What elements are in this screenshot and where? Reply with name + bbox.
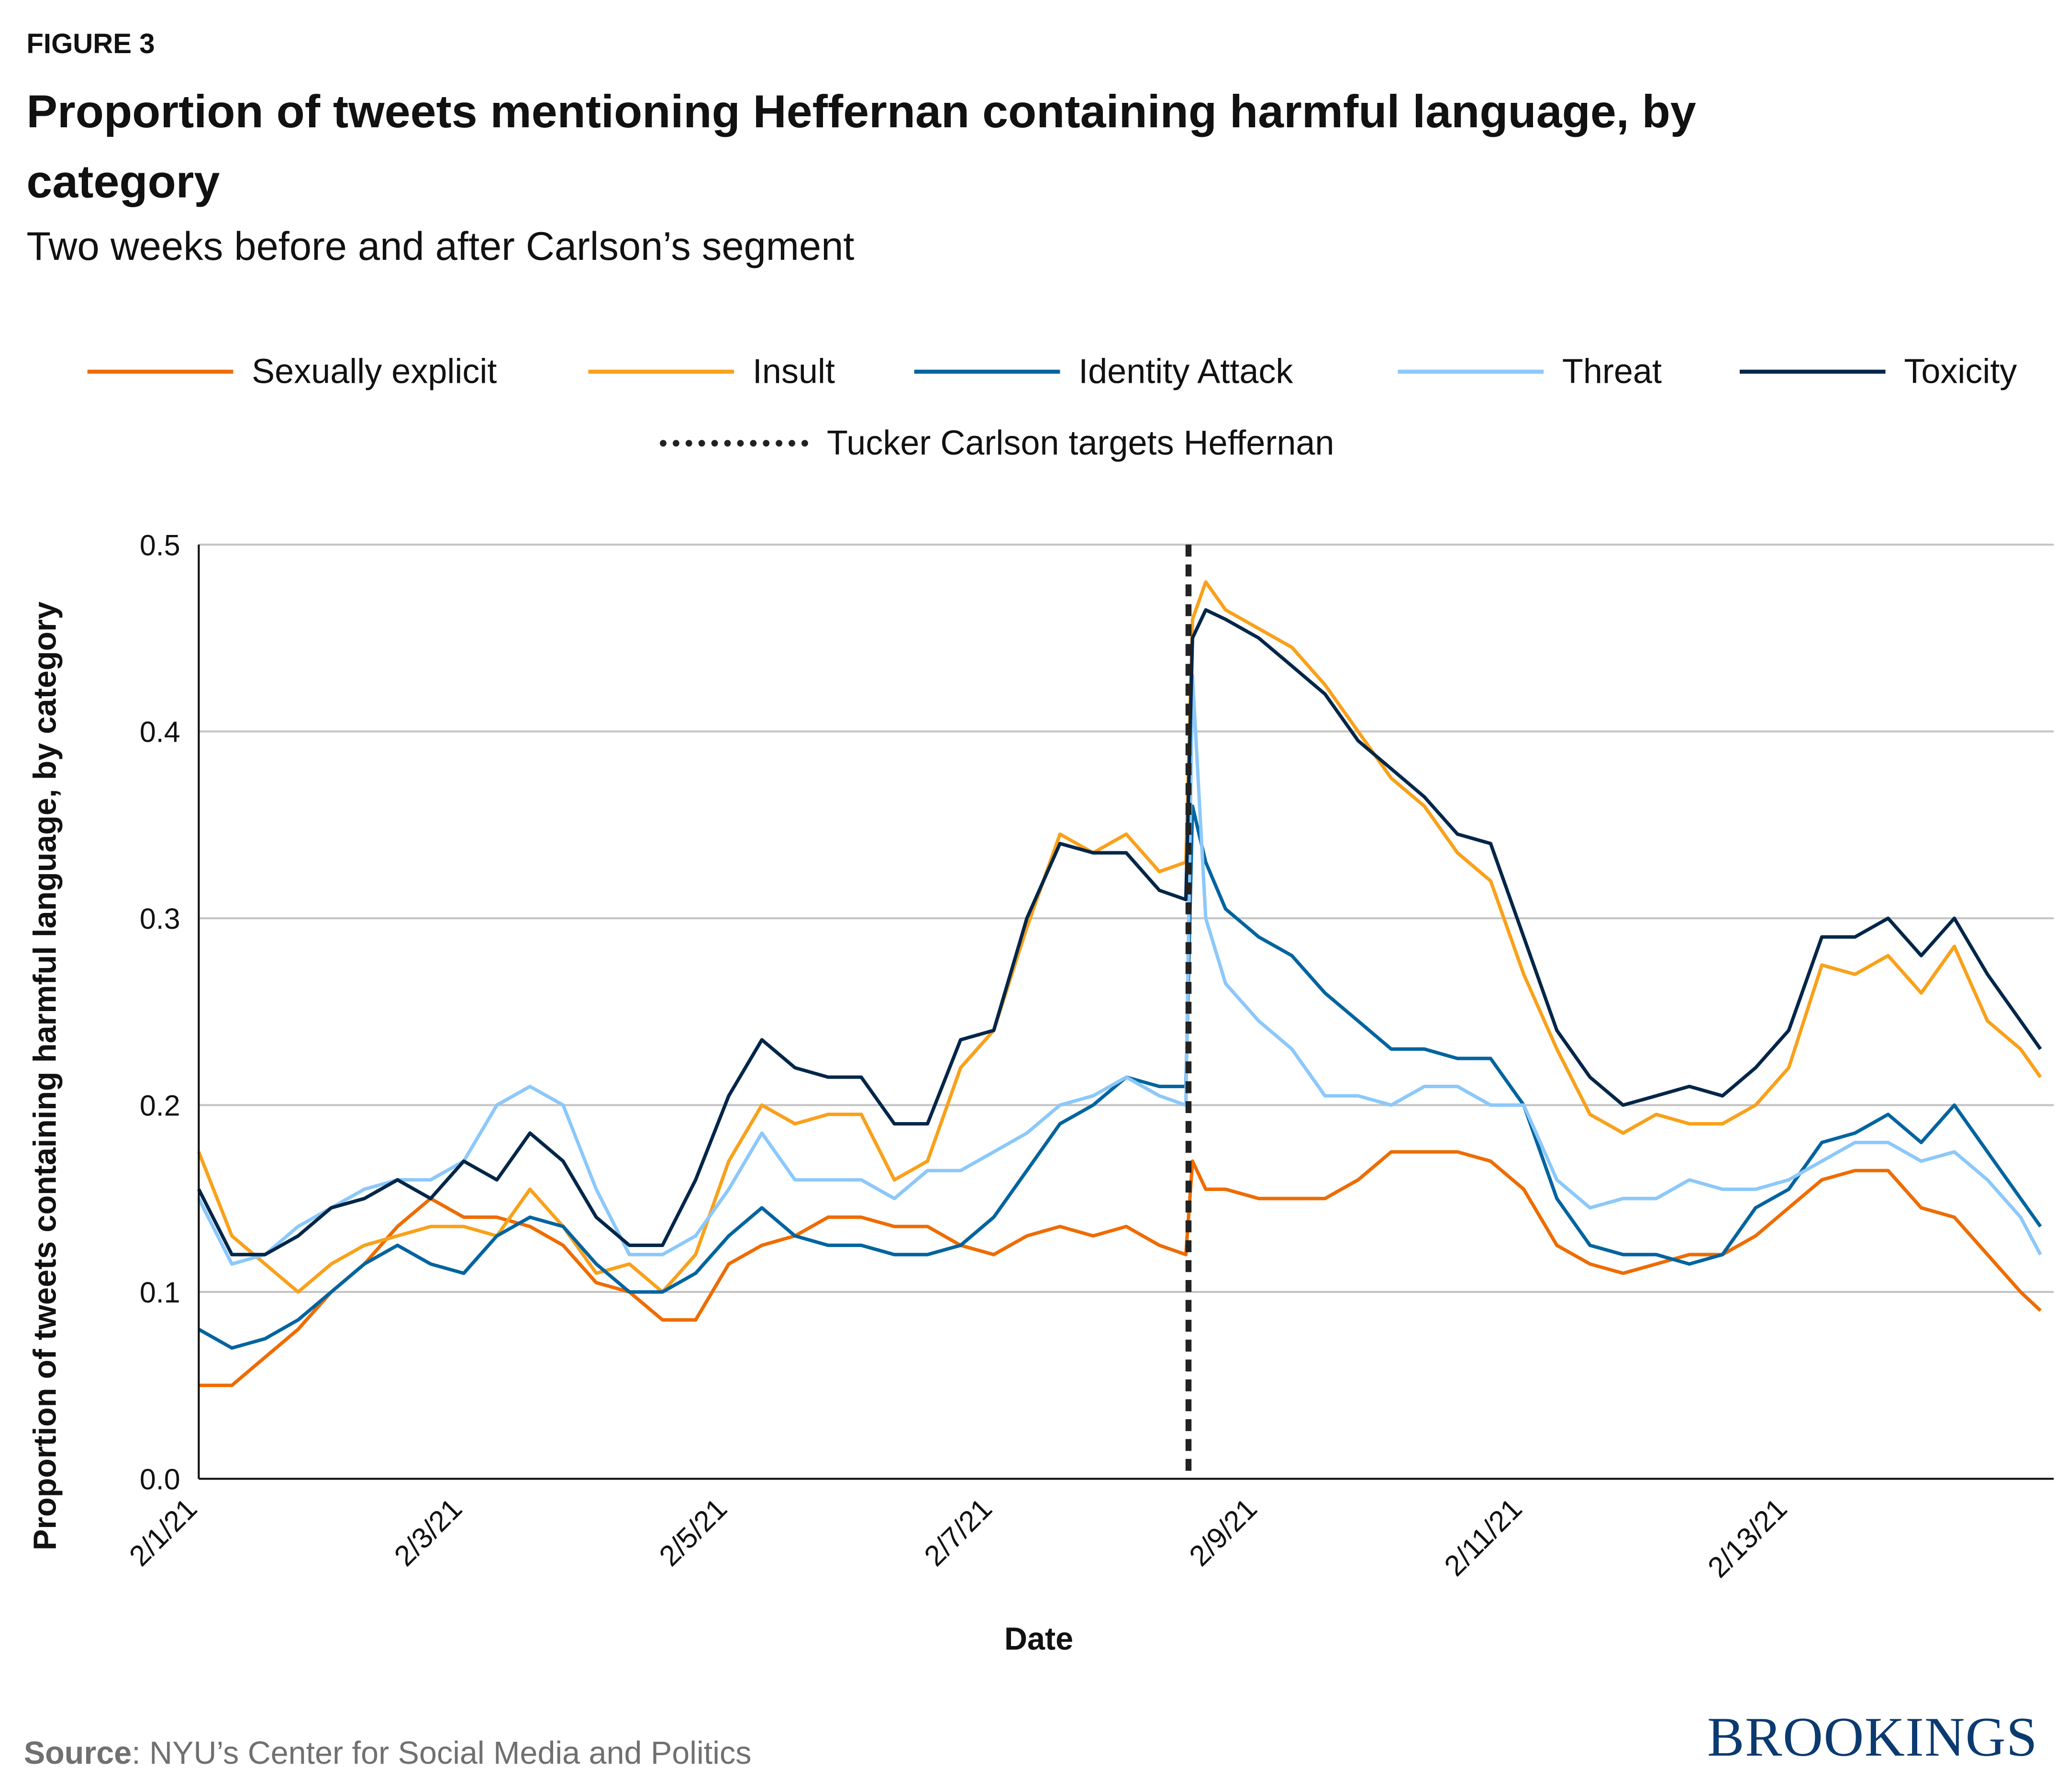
legend-item-threat: Threat <box>1398 351 1662 392</box>
legend-item-toxicity: Toxicity <box>1739 351 2017 392</box>
figure-label: FIGURE 3 <box>26 29 155 60</box>
y-tick-label: 0.2 <box>140 1090 180 1122</box>
legend-label: Sexually explicit <box>252 351 497 391</box>
legend-label: Identity Attack <box>1078 351 1293 391</box>
y-tick-label: 0.1 <box>140 1276 180 1309</box>
y-tick-label: 0.3 <box>140 902 180 935</box>
legend-label: Tucker Carlson targets Heffernan <box>826 423 1334 463</box>
legend-item-sexually-explicit: Sexually explicit <box>87 351 497 392</box>
x-axis-label: Date <box>1004 1622 1074 1658</box>
x-tick-label: 2/1/21 <box>123 1492 203 1572</box>
brookings-logo: BROOKINGS <box>1707 1708 2038 1769</box>
source-label: Source <box>23 1736 132 1772</box>
y-tick-label: 0.5 <box>140 529 180 561</box>
legend-swatch-dashed <box>660 440 809 447</box>
legend-item-insult: Insult <box>588 351 835 392</box>
x-tick-label: 2/11/21 <box>1438 1492 1528 1582</box>
legend-label: Threat <box>1562 351 1662 391</box>
legend-swatch <box>914 369 1060 374</box>
y-axis-label: Proportion of tweets containing harmful … <box>28 601 64 1551</box>
y-tick-label: 0.0 <box>140 1463 180 1496</box>
series-line-toxicity <box>197 608 2042 1257</box>
legend-swatch <box>87 369 233 374</box>
y-tick-label: 0.4 <box>140 716 180 748</box>
source-text: : NYU’s Center for Social Media and Poli… <box>132 1736 752 1772</box>
x-tick-label: 2/3/21 <box>388 1492 468 1572</box>
x-tick-label: 2/9/21 <box>1183 1492 1263 1572</box>
series-line-identity-attack <box>198 804 2042 1350</box>
x-tick-label: 2/5/21 <box>653 1492 733 1572</box>
legend-item-event: Tucker Carlson targets Heffernan <box>660 423 1334 464</box>
legend-label: Insult <box>752 351 835 391</box>
chart-subtitle: Two weeks before and after Carlson’s seg… <box>26 225 855 269</box>
legend-swatch <box>1398 369 1544 374</box>
legend-swatch <box>1739 369 1886 374</box>
legend-item-identity-attack: Identity Attack <box>914 351 1293 392</box>
legend-label: Toxicity <box>1904 351 2017 391</box>
source-note: Source: NYU’s Center for Social Media an… <box>24 1736 752 1773</box>
legend-swatch <box>588 369 734 374</box>
x-tick-label: 2/7/21 <box>918 1492 998 1572</box>
chart-title: Proportion of tweets mentioning Hefferna… <box>26 86 1696 208</box>
series-line-insult <box>197 580 2042 1294</box>
x-tick-label: 2/13/21 <box>1701 1492 1793 1584</box>
series-line-threat <box>197 673 2042 1266</box>
